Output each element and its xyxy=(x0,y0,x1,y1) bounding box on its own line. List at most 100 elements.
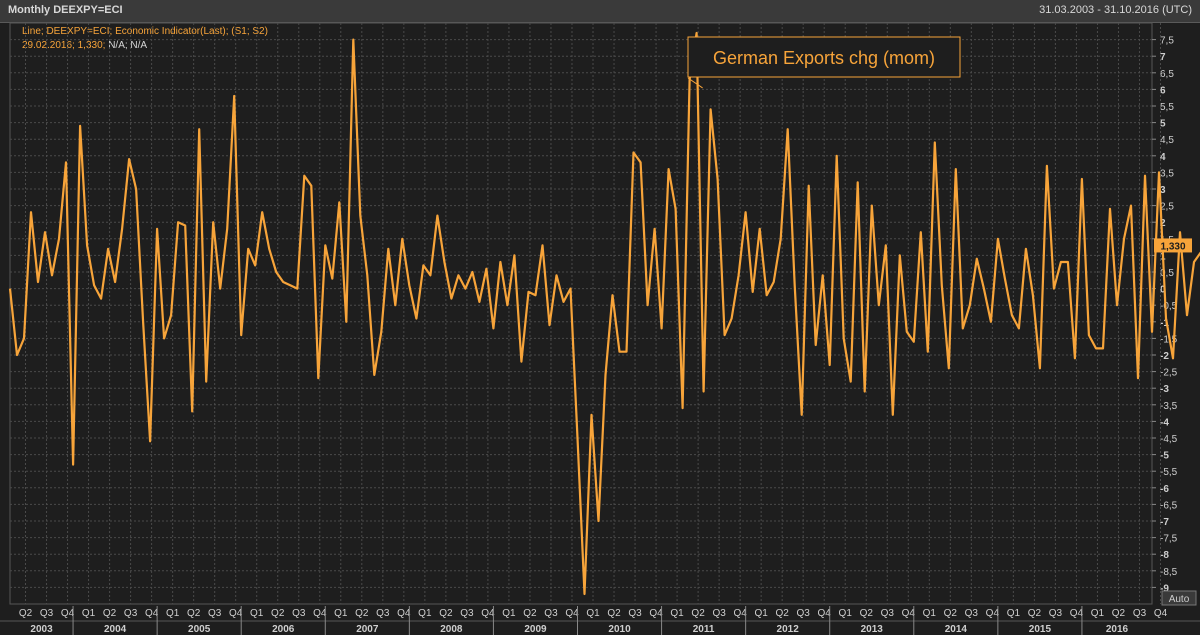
y-tick-label: -2,5 xyxy=(1160,368,1178,379)
x-quarter-label: Q1 xyxy=(334,608,348,619)
x-quarter-label: Q2 xyxy=(271,608,285,619)
x-quarter-label: Q2 xyxy=(691,608,705,619)
x-year-label: 2004 xyxy=(104,624,127,635)
x-quarter-label: Q2 xyxy=(19,608,33,619)
y-tick-label: -4 xyxy=(1160,417,1169,428)
y-tick-label: -6 xyxy=(1160,484,1169,495)
x-quarter-label: Q4 xyxy=(145,608,159,619)
x-quarter-label: Q2 xyxy=(523,608,537,619)
series-na-values: N/A; N/A xyxy=(108,40,148,51)
x-quarter-label: Q4 xyxy=(986,608,1000,619)
x-quarter-label: Q4 xyxy=(229,608,243,619)
last-value-label: 1,330 xyxy=(1160,241,1185,252)
y-tick-label: -6,5 xyxy=(1160,500,1178,511)
y-tick-label: 6 xyxy=(1160,85,1166,96)
y-tick-label: 7 xyxy=(1160,52,1166,63)
x-year-label: 2015 xyxy=(1029,624,1052,635)
x-quarter-label: Q1 xyxy=(166,608,180,619)
x-quarter-label: Q3 xyxy=(124,608,138,619)
x-year-label: 2006 xyxy=(272,624,295,635)
x-quarter-label: Q2 xyxy=(187,608,201,619)
y-tick-label: 5,5 xyxy=(1160,102,1174,113)
x-quarter-label: Q3 xyxy=(376,608,390,619)
y-tick-label: -3 xyxy=(1160,384,1169,395)
x-quarter-label: Q2 xyxy=(860,608,874,619)
x-quarter-label: Q3 xyxy=(965,608,979,619)
x-quarter-label: Q3 xyxy=(40,608,54,619)
y-tick-label: -4,5 xyxy=(1160,434,1178,445)
x-year-label: 2013 xyxy=(861,624,884,635)
series-last-value-line: 29.02.2016; 1,330; N/A; N/A xyxy=(22,40,147,51)
y-tick-label: -9 xyxy=(1160,583,1169,594)
y-tick-label: 3 xyxy=(1160,185,1166,196)
y-tick-label: 4,5 xyxy=(1160,135,1174,146)
x-quarter-label: Q1 xyxy=(1007,608,1021,619)
y-tick-label: 0,5 xyxy=(1160,268,1174,279)
x-quarter-label: Q2 xyxy=(103,608,117,619)
y-tick-label: 2,5 xyxy=(1160,202,1174,213)
x-quarter-label: Q2 xyxy=(1028,608,1042,619)
auto-scale-button xyxy=(1161,590,1197,606)
x-quarter-label: Q3 xyxy=(460,608,474,619)
x-quarter-label: Q2 xyxy=(607,608,621,619)
x-quarter-label: Q4 xyxy=(1070,608,1084,619)
x-year-label: 2012 xyxy=(777,624,800,635)
x-quarter-label: Q1 xyxy=(82,608,96,619)
chart-title: Monthly DEEXPY=ECI xyxy=(8,4,123,16)
x-year-label: 2007 xyxy=(356,624,379,635)
x-quarter-label: Q2 xyxy=(1112,608,1126,619)
x-quarter-label: Q4 xyxy=(902,608,916,619)
y-tick-label: 5 xyxy=(1160,119,1166,130)
x-year-label: 2003 xyxy=(30,624,53,635)
series-last-date-value: 29.02.2016; 1,330; xyxy=(22,40,106,51)
auto-scale-label: Auto xyxy=(1169,594,1190,605)
x-quarter-label: Q1 xyxy=(1091,608,1105,619)
x-quarter-label: Q4 xyxy=(649,608,663,619)
x-quarter-label: Q1 xyxy=(418,608,432,619)
x-year-label: 2009 xyxy=(524,624,547,635)
annotation-box xyxy=(687,36,961,78)
x-quarter-label: Q4 xyxy=(733,608,747,619)
x-year-label: 2011 xyxy=(693,624,715,635)
x-quarter-label: Q4 xyxy=(313,608,327,619)
x-quarter-label: Q3 xyxy=(208,608,222,619)
annotation-leader xyxy=(687,77,703,89)
x-year-label: 2014 xyxy=(945,624,968,635)
series-info-line: Line; DEEXPY=ECI; Economic Indicator(Las… xyxy=(22,26,268,37)
x-quarter-label: Q1 xyxy=(250,608,264,619)
y-tick-label: 4 xyxy=(1160,152,1166,163)
x-quarter-label: Q4 xyxy=(565,608,579,619)
x-quarter-label: Q4 xyxy=(397,608,411,619)
x-year-label: 2008 xyxy=(440,624,463,635)
y-tick-label: -1 xyxy=(1160,318,1169,329)
x-quarter-label: Q3 xyxy=(712,608,726,619)
x-quarter-label: Q4 xyxy=(61,608,75,619)
x-quarter-label: Q3 xyxy=(1049,608,1063,619)
x-quarter-label: Q3 xyxy=(628,608,642,619)
y-tick-label: -3,5 xyxy=(1160,401,1178,412)
x-quarter-label: Q4 xyxy=(481,608,495,619)
x-quarter-label: Q4 xyxy=(818,608,832,619)
y-tick-label: 3,5 xyxy=(1160,168,1174,179)
x-quarter-label: Q3 xyxy=(1133,608,1147,619)
x-quarter-label: Q2 xyxy=(944,608,958,619)
x-quarter-label: Q1 xyxy=(754,608,768,619)
x-quarter-label: Q2 xyxy=(775,608,789,619)
x-quarter-label: Q3 xyxy=(881,608,895,619)
y-tick-label: -8 xyxy=(1160,550,1169,561)
y-tick-label: -2 xyxy=(1160,351,1169,362)
x-quarter-label: Q1 xyxy=(502,608,516,619)
x-quarter-label: Q3 xyxy=(797,608,811,619)
y-tick-label: 7,5 xyxy=(1160,36,1174,47)
x-quarter-label: Q3 xyxy=(544,608,558,619)
x-quarter-label: Q2 xyxy=(355,608,369,619)
x-year-label: 2010 xyxy=(608,624,631,635)
x-quarter-label: Q1 xyxy=(923,608,937,619)
series-line xyxy=(8,31,1200,596)
last-value-marker xyxy=(1154,238,1192,253)
x-quarter-label: Q1 xyxy=(670,608,684,619)
x-quarter-label: Q1 xyxy=(839,608,853,619)
y-tick-label: -7 xyxy=(1160,517,1169,528)
